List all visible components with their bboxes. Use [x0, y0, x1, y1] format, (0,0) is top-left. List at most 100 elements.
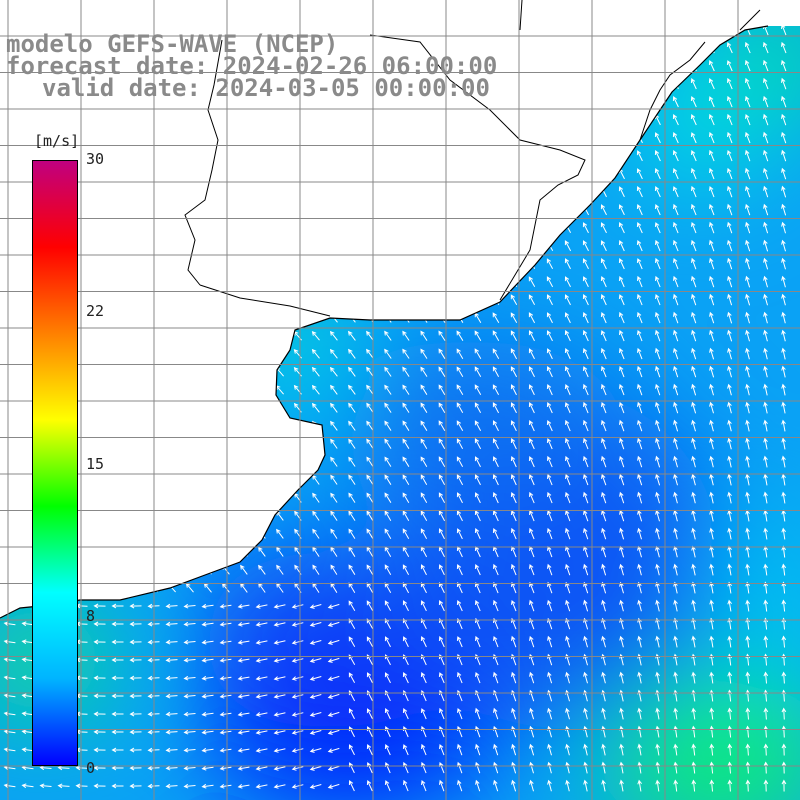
wind-arrow — [637, 365, 643, 378]
wind-arrow — [257, 349, 267, 359]
wind-arrow — [257, 367, 267, 377]
wind-arrow — [93, 693, 106, 699]
wind-arrow — [111, 783, 124, 789]
wind-arrow — [167, 385, 177, 395]
wind-arrow — [129, 639, 142, 645]
wind-arrow — [275, 133, 285, 143]
wind-arrow — [691, 347, 697, 360]
wind-arrow — [547, 473, 553, 486]
wind-arrow — [655, 329, 661, 342]
wind-arrow — [654, 26, 662, 36]
wind-arrow — [691, 167, 697, 180]
wind-arrow — [565, 563, 571, 576]
wind-arrow — [636, 96, 644, 108]
wind-arrow — [493, 779, 499, 792]
wind-arrow — [565, 581, 571, 594]
wind-arrow — [402, 618, 409, 630]
wind-arrow — [745, 725, 751, 738]
wind-arrow — [113, 475, 123, 485]
wind-arrow — [528, 26, 536, 35]
wind-arrow — [619, 779, 624, 792]
wind-arrow — [366, 510, 374, 521]
wind-arrow — [727, 185, 733, 198]
wind-arrow — [528, 312, 536, 324]
wind-arrow — [492, 114, 500, 125]
wind-arrow — [95, 511, 105, 521]
wind-arrow — [183, 621, 196, 627]
wind-arrow — [672, 114, 679, 126]
wind-arrow — [529, 707, 535, 720]
wind-arrow — [366, 744, 373, 756]
wind-arrow — [745, 185, 751, 198]
wind-arrow — [383, 258, 392, 269]
wind-arrow — [655, 311, 661, 324]
wind-arrow — [474, 150, 482, 161]
wind-arrow — [582, 42, 590, 53]
wind-arrow — [113, 457, 123, 467]
wind-arrow — [275, 456, 284, 467]
wind-arrow — [420, 672, 427, 684]
wind-arrow — [709, 383, 714, 396]
wind-arrow — [311, 331, 320, 341]
wind-arrow — [384, 744, 391, 756]
wind-arrow — [167, 529, 177, 539]
wind-arrow — [511, 581, 517, 594]
wind-arrow — [366, 456, 374, 467]
wind-arrow — [329, 330, 338, 341]
wind-arrow — [510, 96, 518, 107]
wind-arrow — [601, 365, 607, 378]
wind-arrow — [492, 78, 500, 89]
wind-arrow — [129, 693, 142, 699]
wind-arrow — [510, 366, 518, 378]
wind-arrow — [293, 259, 303, 269]
wind-arrow — [402, 402, 410, 413]
wind-arrow — [781, 221, 786, 234]
wind-arrow — [183, 657, 196, 663]
wind-arrow — [709, 437, 714, 450]
wind-arrow — [185, 295, 195, 305]
wind-arrow — [745, 743, 751, 756]
wind-arrow — [383, 187, 392, 197]
wind-arrow — [348, 708, 355, 720]
colorbar — [32, 160, 78, 766]
wind-arrow — [76, 260, 87, 268]
wind-arrow — [691, 329, 697, 342]
wind-arrow — [510, 456, 517, 468]
wind-arrow — [564, 186, 572, 198]
wind-arrow — [691, 473, 696, 486]
wind-arrow — [763, 41, 769, 54]
wind-arrow — [347, 241, 356, 251]
wind-arrow — [113, 493, 123, 503]
wind-arrow — [203, 547, 212, 557]
wind-arrow — [203, 349, 213, 359]
wind-arrow — [111, 639, 124, 645]
wind-arrow — [781, 365, 786, 378]
wind-arrow — [655, 419, 661, 432]
wind-arrow — [185, 547, 194, 557]
wind-arrow — [654, 132, 661, 144]
wind-arrow — [239, 385, 249, 395]
wind-arrow — [564, 132, 572, 143]
wind-arrow — [201, 765, 214, 771]
wind-arrow — [311, 241, 321, 251]
wind-arrow — [691, 581, 696, 594]
wind-arrow — [492, 96, 500, 107]
wind-arrow — [203, 385, 213, 395]
wind-arrow — [420, 564, 427, 576]
colorbar-tick-8: 8 — [86, 607, 96, 625]
wind-arrow — [257, 331, 267, 341]
wind-arrow — [75, 765, 88, 771]
wind-arrow — [185, 511, 195, 521]
wind-arrow — [456, 348, 464, 359]
wind-arrow — [165, 621, 178, 627]
wind-arrow — [456, 330, 464, 341]
wind-arrow — [456, 474, 464, 486]
wind-arrow — [709, 761, 715, 774]
wind-arrow — [402, 384, 410, 395]
wind-arrow — [727, 491, 732, 504]
wind-arrow — [40, 116, 52, 124]
wind-arrow — [583, 491, 589, 504]
wind-arrow — [4, 476, 15, 484]
wind-arrow — [401, 115, 410, 125]
wind-arrow — [4, 134, 16, 142]
